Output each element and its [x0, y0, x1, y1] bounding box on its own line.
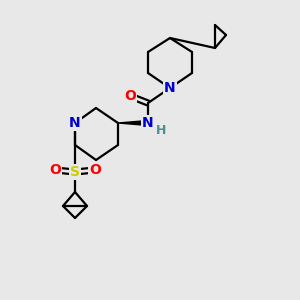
- Text: S: S: [70, 165, 80, 179]
- Text: N: N: [142, 116, 154, 130]
- Text: O: O: [49, 163, 61, 177]
- Text: O: O: [89, 163, 101, 177]
- Polygon shape: [118, 121, 148, 125]
- Text: O: O: [124, 89, 136, 103]
- Text: N: N: [164, 81, 176, 95]
- Text: H: H: [156, 124, 166, 136]
- Text: N: N: [69, 116, 81, 130]
